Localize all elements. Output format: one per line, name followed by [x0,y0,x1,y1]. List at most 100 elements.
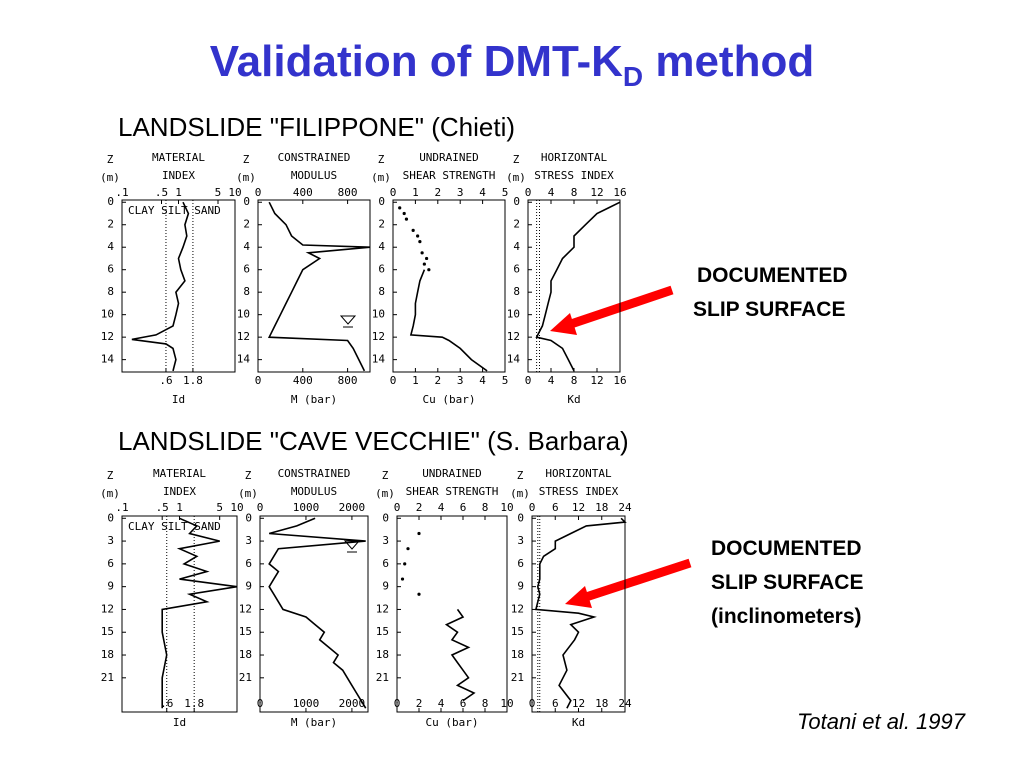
top-tick-label: 1 [175,186,182,199]
depth-tick-label: 4 [513,240,520,253]
depth-tick-label: 12 [101,602,114,615]
top-tick-label: 4 [548,186,555,199]
top-tick-label: 0 [390,186,397,199]
depth-tick-label: 18 [239,648,252,661]
depth-tick-label: 6 [107,557,114,570]
depth-tick-label: 12 [237,330,250,343]
depth-tick-label: 21 [101,671,114,684]
depth-tick-label: 2 [107,218,114,231]
arrow-shaft [581,558,692,603]
panel-title: INDEX [163,485,196,498]
bottom-tick-label: 0 [529,697,536,710]
axis-label: M (bar) [291,393,337,406]
title-main: Validation of DMT-K [210,37,623,86]
profile-line [268,517,367,709]
depth-tick-label: 9 [517,580,524,593]
depth-tick-label: 0 [513,195,520,208]
title-sub: D [623,61,643,92]
profile-point [417,592,421,596]
note-line: SLIP SURFACE [693,298,845,321]
profile-point [400,577,405,581]
depth-tick-label: 0 [378,195,385,208]
bottom-tick-label: 8 [571,374,578,387]
profile-point [427,268,431,272]
top-tick-label: 2000 [339,501,366,514]
profile-point [416,234,420,238]
profile-line [534,517,627,709]
depth-tick-label: 4 [243,240,250,253]
depth-tick-label: 15 [239,625,252,638]
top-tick-label: 5 [216,501,223,514]
panel-title: UNDRAINED [422,467,482,480]
bottom-tick-label: 4 [438,697,445,710]
depth-tick-label: 15 [376,625,389,638]
depth-tick-label: 0 [107,195,114,208]
profile-line [409,269,488,372]
citation: Totani et al. 1997 [797,709,966,734]
depth-tick-label: 2 [513,218,520,231]
depth-tick-label: 12 [511,602,524,615]
profile-point [411,228,415,232]
panel-title: UNDRAINED [419,151,479,164]
profile-line [535,201,621,372]
axis-label: Id [172,393,185,406]
bottom-tick-label: 1.8 [183,374,203,387]
top-tick-label: 12 [572,501,585,514]
water-table-symbol [339,315,357,325]
depth-label: Z [107,153,114,166]
depth-tick-label: 10 [507,308,520,321]
depth-tick-label: 15 [101,625,114,638]
depth-tick-label: 0 [107,511,114,524]
top-tick-label: 10 [230,501,243,514]
profile-point [403,562,407,566]
panel-frame [527,199,621,373]
depth-tick-label: 2 [243,218,250,231]
top-tick-label: 0 [257,501,264,514]
panel-title: MATERIAL [153,467,206,480]
depth-tick-label: 14 [237,353,251,366]
depth-label: Z [382,469,389,482]
bottom-tick-label: 6 [552,697,559,710]
bottom-tick-label: 12 [590,374,603,387]
bottom-tick-label: 800 [338,374,358,387]
depth-tick-label: 12 [101,330,114,343]
depth-tick-label: 4 [107,240,114,253]
depth-tick-label: 12 [372,330,385,343]
profile-point [422,262,426,266]
depth-tick-label: 6 [245,557,252,570]
bottom-tick-label: 0 [255,374,262,387]
bottom-tick-label: 1 [412,374,419,387]
profile-point [417,531,421,536]
bottom-tick-label: 4 [548,374,555,387]
top-tick-label: 6 [552,501,559,514]
top-tick-label: 0 [529,501,536,514]
profile-line [161,517,238,709]
top-tick-label: 4 [438,501,445,514]
depth-label: Z [517,469,524,482]
depth-tick-label: 15 [511,625,524,638]
depth-tick-label: 10 [372,308,385,321]
depth-tick-label: 6 [243,263,250,276]
soil-labels: CLAY SILT SAND [128,204,221,217]
panel-frame [121,199,236,373]
top-tick-label: 2 [416,501,423,514]
top-tick-label: 800 [338,186,358,199]
axis-label: Kd [567,393,580,406]
depth-tick-label: 6 [382,557,389,570]
bottom-tick-label: 0 [390,374,397,387]
bottom-tick-label: 2 [434,374,441,387]
top-tick-label: 2 [434,186,441,199]
depth-tick-label: 6 [378,263,385,276]
depth-tick-label: 0 [243,195,250,208]
depth-label: Z [107,469,114,482]
title-rest: method [643,37,814,86]
bottom-tick-label: 24 [618,697,632,710]
top-tick-label: 3 [457,186,464,199]
depth-tick-label: 3 [517,534,524,547]
depth-tick-label: 21 [376,671,389,684]
depth-tick-label: 6 [517,557,524,570]
arrow-head [565,586,592,608]
top-tick-label: 4 [479,186,486,199]
bottom-tick-label: .6 [160,697,173,710]
panel-title: STRESS INDEX [539,485,619,498]
